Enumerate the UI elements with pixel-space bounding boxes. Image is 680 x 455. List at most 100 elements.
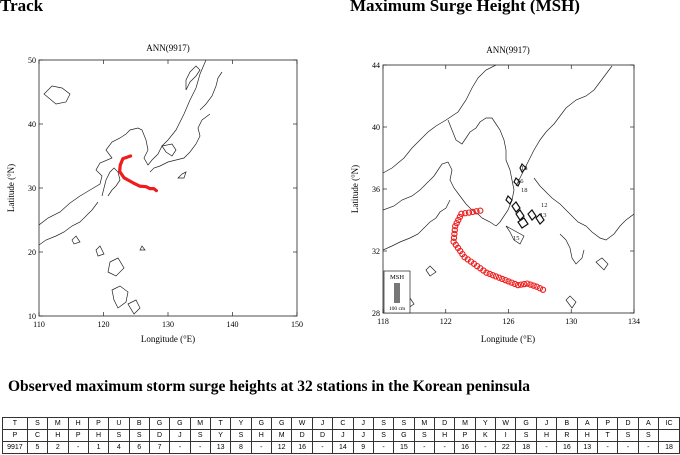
- msh-marker: [469, 208, 476, 216]
- station-cell: [658, 429, 680, 442]
- station-cell: -: [596, 441, 619, 454]
- msh-markers: [450, 207, 547, 293]
- station-cell: J: [311, 417, 334, 430]
- y-tick-label: 40: [372, 123, 380, 132]
- track-xlabel: Longitude (°E): [141, 334, 195, 344]
- track-ylabel: Latitude (°N): [6, 164, 16, 212]
- x-tick-label: 120: [98, 320, 110, 329]
- y-tick-label: 44: [372, 61, 380, 70]
- station-cell: G: [515, 417, 537, 430]
- msh-marker: [451, 226, 458, 234]
- msh-marker: [477, 207, 484, 214]
- msh-marker: [495, 274, 503, 281]
- station-cell: 18: [658, 441, 680, 454]
- station-cell: J: [352, 417, 374, 430]
- station-label: 12: [541, 202, 548, 209]
- station-cell: A: [637, 417, 660, 430]
- station-cell: 18: [515, 441, 537, 454]
- station-cell: W: [291, 417, 313, 430]
- station-cell: 13: [576, 441, 599, 454]
- station-cell: 6: [128, 441, 150, 454]
- station-cell: -: [617, 441, 639, 454]
- surge-height-row: 9917 5 2-1 4 6 7- -13 8-12 16-14 9-15- -16-22 18-16…: [2, 441, 680, 454]
- msh-marker: [462, 210, 469, 217]
- station-cell: H: [250, 429, 272, 442]
- station-cell: P: [2, 429, 28, 442]
- station-cell: S: [617, 429, 639, 442]
- station-cell: P: [87, 417, 110, 430]
- msh-marker: [483, 269, 490, 276]
- station-cell: S: [393, 417, 415, 430]
- msh-marker: [539, 286, 547, 293]
- x-tick-label: 134: [628, 317, 640, 326]
- msh-marker: [486, 270, 493, 278]
- station-cell: 16: [291, 441, 313, 454]
- station-cell: D: [291, 429, 313, 442]
- legend-scale-label: 100 cm: [389, 306, 406, 312]
- msh-marker: [489, 272, 496, 279]
- station-cell: S: [108, 429, 130, 442]
- station-label: 16: [517, 178, 524, 185]
- msh-marker: [511, 280, 518, 288]
- station-cell: S: [413, 429, 435, 442]
- msh-marker: [514, 281, 522, 289]
- station-cell: G: [270, 417, 293, 430]
- msh-ylabel: Latitude (°N): [350, 165, 360, 213]
- msh-marker: [530, 282, 537, 289]
- station-cell: -: [372, 441, 395, 454]
- station-cell: 5: [26, 441, 49, 454]
- station-cell: 7: [148, 441, 171, 454]
- station-cell: J: [352, 429, 374, 442]
- station-cell: S: [26, 417, 49, 430]
- station-cell: S: [637, 429, 660, 442]
- station-cell: T: [2, 417, 28, 430]
- y-tick-label: 40: [28, 120, 36, 129]
- x-tick-label: 130: [565, 317, 577, 326]
- msh-heading: Maximum Surge Height (MSH): [350, 0, 580, 15]
- korea-coast-detail: [505, 162, 545, 229]
- station-cell: B: [128, 417, 150, 430]
- station-cell: S: [372, 429, 395, 442]
- station-cell: P: [454, 429, 476, 442]
- legend-title: MSH: [390, 274, 404, 281]
- msh-chart-title: ANN(9917): [486, 45, 530, 55]
- msh-marker: [450, 234, 458, 241]
- station-code-row-1: T S M H P U B G G M T Y G G W J C J S S M D M Y W G J B A P D A IC: [2, 417, 680, 430]
- track-line: [117, 154, 158, 193]
- msh-marker: [533, 283, 540, 290]
- msh-marker: [492, 273, 500, 280]
- station-label: 15: [513, 235, 520, 242]
- station-cell: R: [556, 429, 578, 442]
- station-cell: W: [495, 417, 517, 430]
- station-cell: J: [535, 417, 558, 430]
- stations-title: Observed maximum storm surge heights at …: [8, 378, 530, 395]
- msh-marker: [473, 208, 480, 215]
- station-cell: 2: [47, 441, 69, 454]
- x-tick-label: 118: [377, 317, 389, 326]
- station-cell: Y: [209, 429, 232, 442]
- station-cell: 14: [332, 441, 354, 454]
- msh-axes: 118 122 126 130 134 28 32 36 40 44: [372, 61, 640, 326]
- msh-marker: [508, 279, 515, 286]
- x-tick-label: 140: [227, 320, 239, 329]
- station-label: 18: [521, 165, 528, 172]
- station-cell: -: [169, 441, 191, 454]
- x-tick-label: 126: [503, 317, 515, 326]
- station-cell: H: [87, 429, 110, 442]
- station-cell: M: [189, 417, 211, 430]
- station-cell: -: [413, 441, 435, 454]
- station-cell: H: [67, 417, 89, 430]
- station-cell: Y: [230, 417, 252, 430]
- station-cell: 16: [556, 441, 578, 454]
- msh-marker: [458, 210, 465, 217]
- station-cell: P: [67, 429, 89, 442]
- station-cell: I: [495, 429, 517, 442]
- y-tick-label: 36: [372, 185, 380, 194]
- station-cell: M: [413, 417, 435, 430]
- track-chart-title: ANN(9917): [146, 43, 190, 53]
- x-tick-label: 122: [440, 317, 452, 326]
- station-cell: H: [47, 429, 69, 442]
- station-cell: S: [515, 429, 537, 442]
- station-cell: IC: [658, 417, 680, 430]
